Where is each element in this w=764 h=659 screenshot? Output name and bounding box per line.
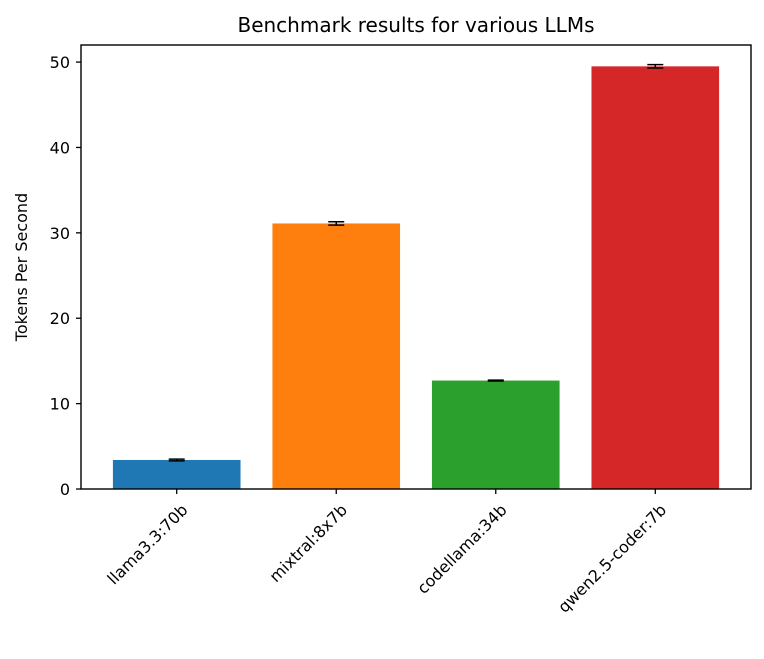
plot-frame <box>80 44 752 490</box>
x-tick-label-3: codellama:34b <box>413 500 510 597</box>
y-tick-label-40: 40 <box>50 138 70 157</box>
x-tick-label-4: qwen2.5-coder:7b <box>554 500 670 616</box>
x-tick-label-2: mixtral:8x7b <box>266 500 352 586</box>
y-tick-label-10: 10 <box>50 395 70 414</box>
x-tick-label-1: llama3.3:70b <box>104 500 192 588</box>
bar-1 <box>112 459 241 489</box>
bar-2 <box>272 223 401 489</box>
y-tick-label-50: 50 <box>50 53 70 72</box>
bar-4 <box>591 66 720 489</box>
bars-group <box>112 66 720 489</box>
bar-3 <box>431 380 560 489</box>
x-axis: llama3.3:70b mixtral:8x7b codellama:34b qwe… <box>104 489 670 616</box>
y-tick-label-0: 0 <box>60 480 70 499</box>
y-axis: 0 10 20 30 40 50 <box>50 53 81 499</box>
y-axis-label: Tokens Per Second <box>12 193 31 342</box>
y-tick-label-20: 20 <box>50 309 70 328</box>
chart-title: Benchmark results for various LLMs <box>237 13 594 37</box>
error-bars-group <box>168 63 664 462</box>
y-tick-label-30: 30 <box>50 224 70 243</box>
